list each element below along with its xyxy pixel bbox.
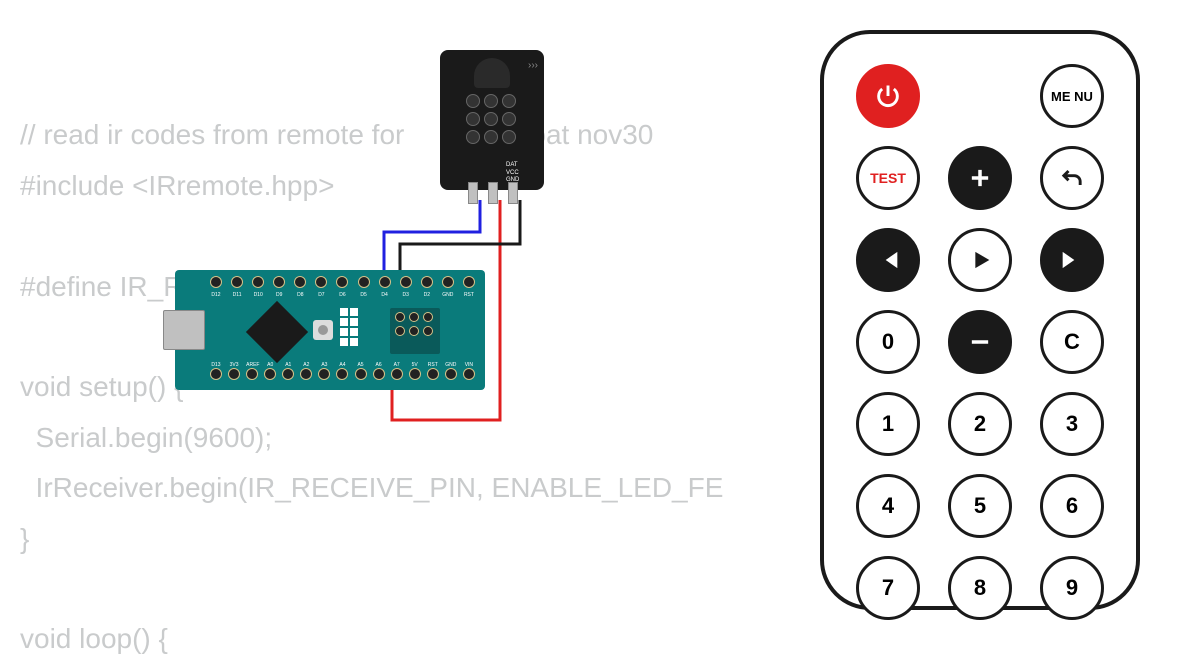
remote-btn-nine[interactable]: 9	[1040, 556, 1104, 620]
remote-btn-eight[interactable]: 8	[948, 556, 1012, 620]
remote-btn-plus[interactable]	[948, 146, 1012, 210]
ir-mount-holes	[466, 94, 516, 144]
remote-btn-back[interactable]	[1040, 146, 1104, 210]
ir-signal-icon: ›››	[528, 60, 538, 71]
gnd-wire	[400, 200, 520, 280]
remote-btn-seven[interactable]: 7	[856, 556, 920, 620]
mcu-chip	[246, 301, 308, 363]
remote-btn-c[interactable]: C	[1040, 310, 1104, 374]
remote-btn-menu[interactable]: ME NU	[1040, 64, 1104, 128]
remote-btn-prev[interactable]	[856, 228, 920, 292]
remote-btn-three[interactable]: 3	[1040, 392, 1104, 456]
data-wire	[384, 200, 480, 280]
ir-sensor-dome	[474, 58, 510, 88]
remote-btn-two[interactable]: 2	[948, 392, 1012, 456]
remote-btn-minus[interactable]	[948, 310, 1012, 374]
status-leds	[340, 308, 380, 356]
pin-row-bottom	[210, 368, 475, 384]
pin-labels-top: D12D11D10D9D8D7D6D5D4D3D2GNDRST	[210, 292, 475, 298]
remote-btn-test[interactable]: TEST	[856, 146, 920, 210]
remote-btn-six[interactable]: 6	[1040, 474, 1104, 538]
usb-connector	[163, 310, 205, 350]
remote-button-grid: ME NU TEST 0 C 123 456 789	[854, 64, 1106, 620]
remote-btn-one[interactable]: 1	[856, 392, 920, 456]
remote-btn-play[interactable]	[948, 228, 1012, 292]
ir-pin-labels: DAT VCC GND	[506, 162, 519, 184]
remote-btn-power[interactable]	[856, 64, 920, 128]
ir-receiver-module[interactable]: ››› DAT VCC GND	[440, 50, 544, 190]
icsp-header	[395, 312, 433, 336]
pin-labels-bottom: D133V3AREFA0A1A2A3A4A5A6A75VRSTGNDVIN	[210, 362, 475, 368]
reset-button[interactable]	[313, 320, 333, 340]
remote-btn-next[interactable]	[1040, 228, 1104, 292]
pin-row-top	[210, 276, 475, 292]
arduino-nano-board[interactable]: D12D11D10D9D8D7D6D5D4D3D2GNDRST D133V3AR…	[175, 270, 485, 390]
remote-btn-four[interactable]: 4	[856, 474, 920, 538]
remote-btn-five[interactable]: 5	[948, 474, 1012, 538]
remote-btn-zero[interactable]: 0	[856, 310, 920, 374]
ir-pins	[468, 182, 518, 204]
ir-remote[interactable]: ME NUTEST0C123456789	[820, 30, 1140, 610]
